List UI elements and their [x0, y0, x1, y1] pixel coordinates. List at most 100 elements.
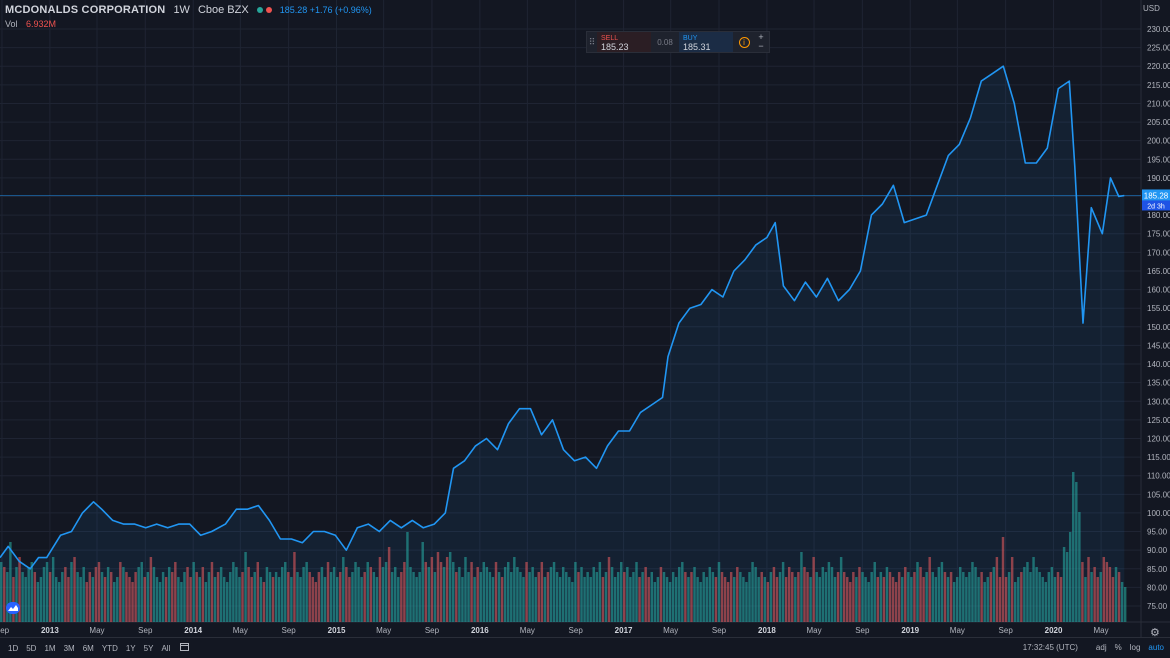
auto-toggle[interactable]: auto — [1148, 643, 1164, 652]
interval-label[interactable]: 1W — [173, 4, 190, 16]
price-tick-label: 115.00 — [1147, 453, 1170, 462]
volume-bar — [418, 572, 421, 622]
date-tick-label: 2013 — [41, 626, 59, 635]
symbol-name[interactable]: MCDONALDS CORPORATION — [5, 4, 166, 16]
volume-bar — [216, 572, 220, 622]
volume-bar — [473, 577, 476, 622]
volume-bar — [506, 562, 510, 622]
range-1d[interactable]: 1D — [8, 644, 19, 653]
percent-toggle[interactable]: % — [1114, 643, 1122, 652]
volume-bar — [598, 562, 602, 622]
info-icon: i — [738, 36, 750, 48]
countdown-badge — [1142, 200, 1170, 211]
price-tick-label: 95.00 — [1147, 528, 1168, 537]
range-5d[interactable]: 5D — [26, 644, 37, 653]
volume-bar — [299, 577, 302, 622]
volume-bar — [613, 577, 617, 622]
status-dot-up — [256, 7, 263, 13]
price-tick-label: 190.00 — [1147, 174, 1170, 183]
price-tick-label: 225.00 — [1147, 44, 1170, 53]
volume-bar — [791, 572, 794, 622]
volume-bar — [656, 577, 660, 622]
date-tick-label: Sep — [569, 626, 584, 635]
price-chart[interactable]: 75.00 80.00 85.00 90.00 95.00 100.00 105.00 110… — [0, 0, 1170, 637]
volume-bar — [787, 567, 791, 622]
drag-handle-icon[interactable]: ⠿ — [588, 36, 596, 47]
range-3m[interactable]: 3M — [63, 644, 75, 653]
scale-options: 17:32:45 (UTC) adj % log auto — [1023, 643, 1164, 652]
minus-button[interactable]: − — [758, 41, 764, 51]
volume-bar — [772, 567, 776, 622]
sell-price: 185.23 — [601, 42, 629, 52]
volume-bar — [668, 582, 672, 622]
bottom-toolbar: 1D 5D 1M 3M 6M YTD 1Y 5Y All 17:32:45 (U… — [0, 637, 1170, 658]
range-all[interactable]: All — [161, 644, 171, 653]
log-toggle[interactable]: log — [1129, 643, 1141, 652]
volume-bar — [27, 567, 30, 622]
volume-bar — [595, 572, 599, 622]
buy-label: BUY — [683, 35, 698, 42]
volume-bar — [134, 572, 137, 622]
volume-bar — [207, 572, 211, 622]
volume-bar — [390, 572, 394, 622]
range-1y[interactable]: 1Y — [125, 644, 136, 653]
volume-bar — [745, 582, 748, 622]
calendar-icon[interactable] — [180, 643, 189, 651]
adj-toggle[interactable]: adj — [1095, 643, 1107, 652]
volume-bar — [314, 582, 318, 622]
buy-button[interactable]: BUY 185.31 — [679, 32, 733, 52]
exchange-label: Cboe BZX — [197, 4, 249, 16]
volume-bar — [1013, 582, 1017, 622]
volume-bar — [100, 572, 104, 622]
range-1m[interactable]: 1M — [44, 644, 56, 653]
volume-bar — [894, 582, 898, 622]
volume-bar — [33, 572, 37, 622]
volume-bar — [1010, 557, 1014, 622]
volume-bar — [531, 567, 534, 622]
tradingview-logo-icon[interactable] — [6, 602, 20, 614]
volume-bar — [329, 572, 333, 622]
clock[interactable]: 17:32:45 (UTC) — [1022, 643, 1078, 652]
volume-bar — [955, 577, 959, 622]
sell-button[interactable]: SELL 185.23 — [597, 32, 651, 52]
plus-button[interactable]: + — [758, 32, 764, 42]
range-ytd[interactable]: YTD — [101, 644, 118, 653]
volume-bar — [818, 577, 821, 622]
price-tick-label: 140.00 — [1147, 360, 1170, 369]
volume-bar — [1075, 482, 1078, 622]
price-tick-label: 175.00 — [1147, 230, 1170, 239]
volume-bar — [616, 572, 620, 622]
volume-bar — [858, 567, 861, 622]
volume-bar — [641, 572, 644, 622]
price-tick-label: 180.00 — [1147, 211, 1170, 220]
volume-bar — [131, 582, 134, 622]
range-5y[interactable]: 5Y — [143, 644, 154, 653]
volume-bar — [1081, 562, 1084, 622]
volume-bar — [452, 562, 455, 622]
date-tick-label: 2018 — [758, 626, 776, 635]
volume-bar — [247, 567, 250, 622]
volume-bar — [626, 567, 629, 622]
info-button[interactable]: i — [733, 32, 755, 52]
volume-bar — [800, 552, 803, 622]
volume-bar — [198, 577, 201, 622]
volume-bar — [1065, 552, 1069, 622]
currency-label[interactable]: USD — [1143, 4, 1160, 13]
price-tick-label: 110.00 — [1147, 472, 1170, 481]
volume-bar — [821, 567, 825, 622]
date-tick-label: 2015 — [328, 626, 346, 635]
volume-bar — [351, 572, 354, 622]
price-tick-label: 160.00 — [1147, 286, 1170, 295]
volume-bar — [146, 572, 150, 622]
volume-bar — [18, 557, 21, 622]
date-tick-label: Sep — [138, 626, 153, 635]
volume-bar — [70, 562, 73, 622]
date-tick-label: 2016 — [471, 626, 489, 635]
volume-bar — [229, 572, 232, 622]
volume-bar — [12, 577, 15, 622]
volume-bar — [97, 562, 101, 622]
gear-icon[interactable]: ⚙ — [1150, 627, 1160, 639]
volume-bar — [140, 562, 143, 622]
volume-bar — [109, 572, 113, 622]
range-6m[interactable]: 6M — [82, 644, 94, 653]
